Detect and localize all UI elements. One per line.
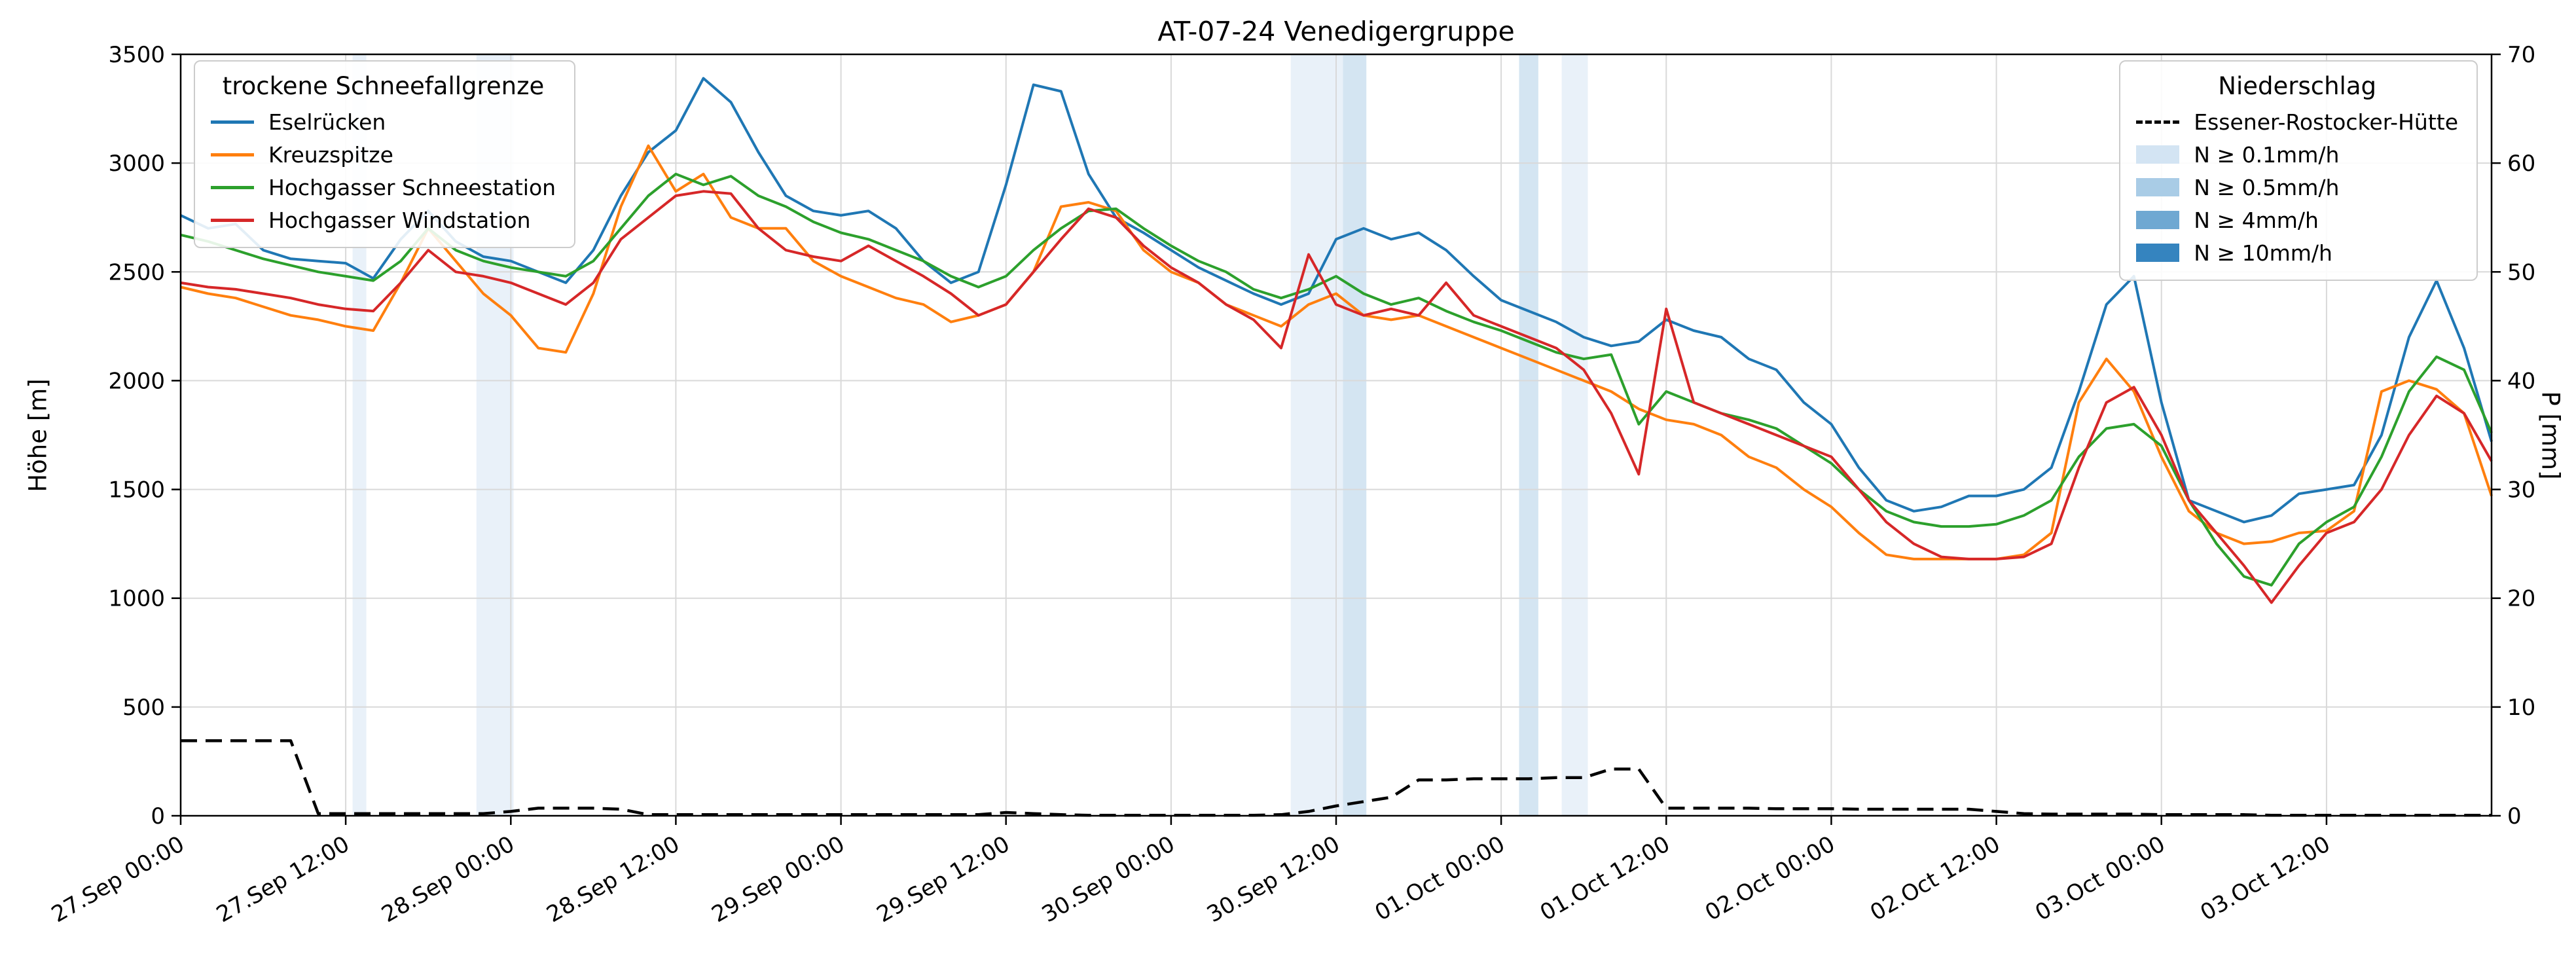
- legend-entry-band-10: N ≥ 10mm/h: [2136, 236, 2458, 269]
- band-swatch-4mm: [2136, 211, 2180, 229]
- x-tick-label: 29.Sep 12:00: [873, 831, 1015, 928]
- legend-entry-hochgasser-schneestation: Hochgasser Schneestation: [211, 171, 556, 204]
- x-tick-label: 03.Oct 00:00: [2031, 831, 2169, 926]
- y-right-tick-label: 60: [2507, 151, 2535, 177]
- y-right-tick-label: 30: [2507, 477, 2535, 503]
- legend-entry-label: Hochgasser Windstation: [268, 207, 531, 233]
- y-left-tick-label: 0: [151, 803, 165, 830]
- x-tick-label: 01.Oct 12:00: [1536, 831, 1675, 926]
- legend-entry-essener-rostocker-huette: Essener-Rostocker-Hütte: [2136, 105, 2458, 138]
- y-right-tick-label: 10: [2507, 695, 2535, 721]
- legend-entry-label: Eselrücken: [268, 109, 386, 135]
- hochgasser-windstation-line-sample: [211, 218, 254, 222]
- legend-entry-label: Hochgasser Schneestation: [268, 174, 556, 200]
- y-right-tick-label: 70: [2507, 42, 2535, 68]
- x-tick-label: 30.Sep 12:00: [1203, 831, 1345, 928]
- band-swatch-0.1mm: [2136, 145, 2180, 164]
- x-tick-label: 29.Sep 00:00: [708, 831, 850, 928]
- precip-band: [1519, 54, 1538, 816]
- y-left-tick-label: 3000: [108, 151, 165, 177]
- legend-entry-hochgasser-windstation: Hochgasser Windstation: [211, 204, 556, 236]
- y-right-tick-label: 0: [2507, 803, 2522, 830]
- y-left-tick-label: 1500: [108, 477, 165, 503]
- y-axis-label-left: Höhe [m]: [24, 378, 52, 492]
- x-tick-label: 27.Sep 12:00: [212, 831, 354, 928]
- series-line-0: [180, 77, 2493, 524]
- x-tick-label: 28.Sep 00:00: [377, 831, 519, 928]
- legend-entry-label: Essener-Rostocker-Hütte: [2194, 109, 2458, 135]
- x-tick-label: 01.Oct 00:00: [1371, 831, 1510, 926]
- y-axis-label-right: P [mm]: [2536, 391, 2565, 480]
- series-line-4: [181, 739, 2492, 817]
- y-left-tick-label: 500: [122, 695, 165, 721]
- x-tick-label: 03.Oct 12:00: [2196, 831, 2334, 926]
- y-left-tick-label: 3500: [108, 42, 165, 68]
- legend-entry-band-4: N ≥ 4mm/h: [2136, 204, 2458, 236]
- eselruecken-line-sample: [211, 120, 254, 124]
- precip-band: [1343, 54, 1367, 816]
- series-line-2: [180, 172, 2493, 587]
- x-tick-label: 02.Oct 00:00: [1701, 831, 1840, 926]
- precipitation-legend-title: Niederschlag: [2218, 72, 2376, 100]
- band-swatch-0.5mm: [2136, 178, 2180, 196]
- band-swatch-10mm: [2136, 244, 2180, 262]
- legend-entry-eselruecken: Eselrücken: [211, 105, 556, 138]
- legend-entry-label: N ≥ 4mm/h: [2194, 207, 2319, 233]
- snowline-legend-title: trockene Schneefallgrenze: [222, 72, 545, 100]
- series-line-1: [180, 144, 2493, 560]
- snowline-legend: trockene Schneefallgrenze Eselrücken Kre…: [194, 60, 576, 248]
- legend-entry-band-05: N ≥ 0.5mm/h: [2136, 171, 2458, 204]
- x-tick-label: 02.Oct 12:00: [1866, 831, 2005, 926]
- y-left-tick-label: 2000: [108, 368, 165, 394]
- kreuzspitze-line-sample: [211, 153, 254, 156]
- x-tick-label: 27.Sep 00:00: [47, 831, 189, 928]
- precip-band: [1561, 54, 1588, 816]
- legend-entry-kreuzspitze: Kreuzspitze: [211, 138, 556, 171]
- hochgasser-schneestation-line-sample: [211, 185, 254, 189]
- chart-title: AT-07-24 Venedigergruppe: [1157, 16, 1515, 47]
- legend-entry-label: N ≥ 0.1mm/h: [2194, 141, 2340, 168]
- y-right-tick-label: 50: [2507, 259, 2535, 285]
- y-right-tick-label: 40: [2507, 368, 2535, 394]
- legend-entry-band-01: N ≥ 0.1mm/h: [2136, 138, 2458, 171]
- legend-entry-label: Kreuzspitze: [268, 141, 393, 168]
- x-tick-label: 30.Sep 00:00: [1038, 831, 1180, 928]
- essener-rostocker-huette-line-sample: [2136, 120, 2180, 124]
- precipitation-legend: Niederschlag Essener-Rostocker-Hütte N ≥…: [2119, 60, 2478, 281]
- legend-entry-label: N ≥ 10mm/h: [2194, 240, 2332, 266]
- legend-entry-label: N ≥ 0.5mm/h: [2194, 174, 2340, 200]
- series-line-3: [180, 190, 2493, 604]
- y-left-tick-label: 1000: [108, 586, 165, 612]
- y-left-tick-label: 2500: [108, 259, 165, 285]
- precip-band: [1290, 54, 1343, 816]
- y-right-tick-label: 20: [2507, 586, 2535, 612]
- x-tick-label: 28.Sep 12:00: [542, 831, 684, 928]
